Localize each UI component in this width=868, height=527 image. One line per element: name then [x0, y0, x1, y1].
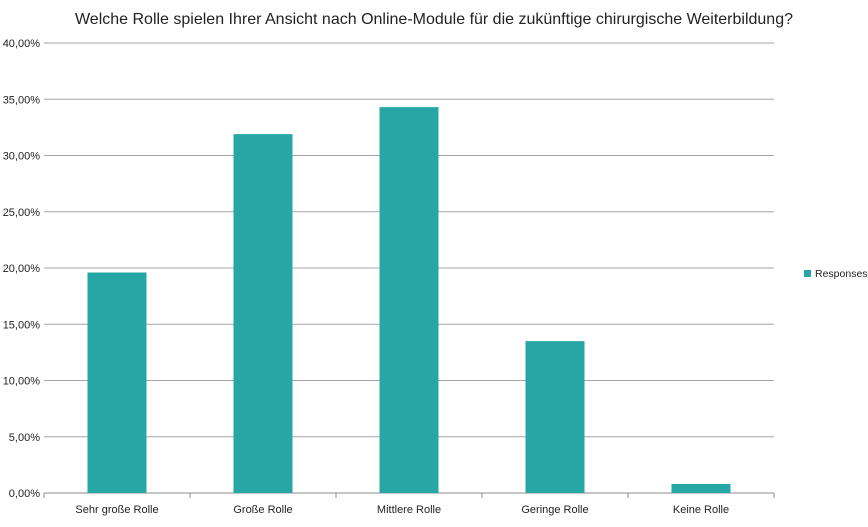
y-tick-label: 40,00%: [3, 38, 41, 50]
y-tick-label: 35,00%: [3, 94, 41, 106]
x-tick-label: Mittlere Rolle: [377, 504, 441, 516]
chart-title: Welche Rolle spielen Ihrer Ansicht nach …: [75, 11, 793, 28]
x-tick-label: Keine Rolle: [673, 504, 729, 516]
legend: Responses: [804, 268, 868, 280]
bar: [671, 484, 731, 493]
y-tick-label: 0,00%: [9, 488, 40, 500]
bar: [379, 107, 439, 493]
y-tick-label: 10,00%: [3, 376, 41, 388]
bar: [233, 134, 293, 493]
y-tick-label: 15,00%: [3, 319, 41, 331]
bars: [87, 107, 731, 493]
x-axis: Sehr große Rolle Große Rolle Mittlere Roll…: [43, 493, 775, 516]
bar: [525, 341, 585, 493]
x-tick-label: Große Rolle: [233, 504, 292, 516]
y-tick-label: 20,00%: [3, 263, 41, 275]
x-tick-label: Sehr große Rolle: [75, 504, 158, 516]
y-tick-label: 5,00%: [9, 432, 40, 444]
y-axis-ticks: 0,00% 5,00% 10,00% 15,00% 20,00% 25,00% 30,00%…: [3, 38, 41, 500]
legend-label: Responses: [815, 268, 868, 280]
x-tick-label: Geringe Rolle: [521, 504, 588, 516]
y-tick-label: 30,00%: [3, 151, 41, 163]
bar: [87, 272, 147, 493]
y-tick-label: 25,00%: [3, 207, 41, 219]
legend-swatch: [804, 270, 811, 277]
